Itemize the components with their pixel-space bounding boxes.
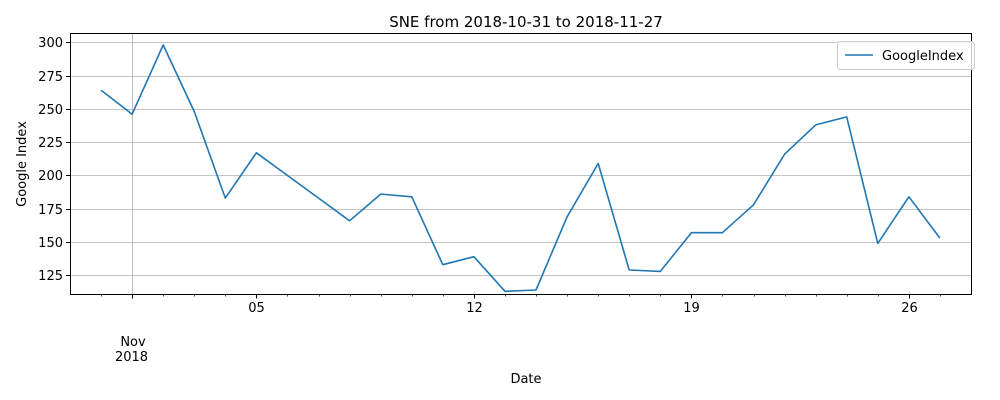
legend: GoogleIndex (837, 41, 975, 70)
series-line-googleindex (100, 44, 941, 293)
y-tick-label: 300 (38, 36, 63, 51)
y-tick-label: 200 (38, 169, 63, 184)
y-tick-label: 275 (38, 70, 63, 85)
legend-box (837, 41, 975, 70)
y-tick-label: 225 (38, 136, 63, 151)
x-tick-label: 26 (901, 301, 918, 316)
y-tick-label: 125 (38, 269, 63, 284)
x-axis-title: Date (510, 372, 541, 387)
legend-label: GoogleIndex (882, 49, 964, 64)
x-tick-label: 05 (248, 301, 265, 316)
x-tick-label: 19 (683, 301, 700, 316)
x-tick-label: 12 (466, 301, 483, 316)
plot-frame (70, 33, 972, 295)
y-tick-label: 250 (38, 103, 63, 118)
series-layer (100, 44, 941, 293)
x-tick-sublabel: 2018 (115, 350, 148, 365)
x-tick-label: Nov (120, 335, 146, 350)
y-axis-title: Google Index (15, 121, 30, 207)
y-tick-label: 150 (38, 236, 63, 251)
chart-title: SNE from 2018-10-31 to 2018-11-27 (389, 13, 663, 31)
y-tick-label: 175 (38, 203, 63, 218)
